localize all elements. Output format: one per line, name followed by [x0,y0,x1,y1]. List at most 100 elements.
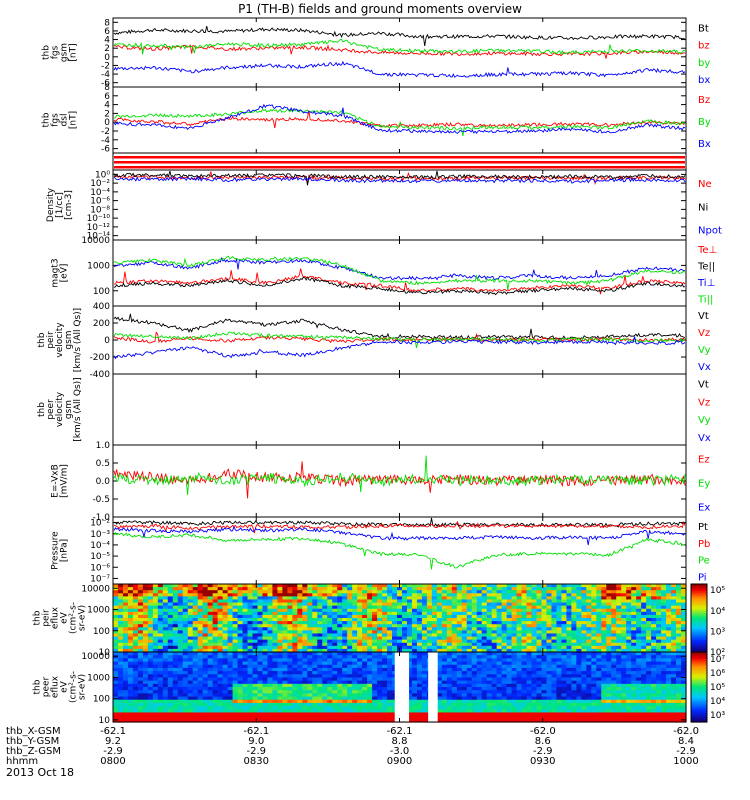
spectrogram-cell [307,611,313,616]
spectrogram-cell [177,658,184,663]
spectrogram-cell [227,605,234,610]
spectrogram-cell [387,605,393,610]
spectrogram-cell [312,639,318,644]
spectrogram-cell [491,693,498,698]
spectrogram-cell [601,614,607,619]
spectrogram-cell [302,596,308,601]
spectrogram-cell [382,590,388,594]
spectrogram-cell [167,674,174,679]
spectrogram-cell [113,693,119,698]
spectrogram-cell [122,693,129,698]
spectrogram-cell [651,584,657,588]
spectrogram-cell [347,648,353,653]
spectrogram-cell [421,671,428,675]
spectrogram-cell [421,683,428,688]
spectrogram-cell [501,667,508,672]
spectrogram-cell [546,593,553,597]
spectrogram-cell [202,667,209,672]
spectrogram-cell [546,687,553,691]
spectrogram-cell [446,658,453,663]
spectrogram-cell [167,608,174,613]
spectrogram-cell [217,712,224,717]
spectrogram-cell [152,587,159,591]
spectrogram-cell [591,587,597,591]
spectrogram-cell [257,618,264,622]
spectrogram-cell [601,648,607,653]
spectrogram-cell [232,614,239,619]
spectrogram-cell [312,661,318,666]
spectrogram-cell [267,693,274,698]
spectrogram-cell [531,621,538,625]
spectrogram-cell [471,661,478,666]
spectrogram-cell [292,655,298,659]
colorbar-cell [691,612,707,616]
spectrogram-cell [292,709,298,714]
spectrogram-cell [182,706,189,710]
spectrogram-cell [252,699,259,704]
spectrogram-cell [202,674,209,679]
spectrogram-cell [187,639,194,644]
spectrogram-cell [486,699,493,704]
ytick-label: 1.0 [96,441,111,451]
spectrogram-cell [551,680,558,685]
spectrogram-cell [287,680,293,685]
spectrogram-cell [551,658,558,663]
spectrogram-cell [177,584,184,588]
spectrogram-cell [127,636,134,641]
spectrogram-cell [681,590,687,594]
ytick-label: 6 [104,27,110,37]
spectrogram-cell [237,627,244,631]
spectrogram-cell [332,658,338,663]
spectrogram-cell [292,596,298,601]
spectrogram-cell [302,709,308,714]
spectrogram-cell [113,661,119,666]
spectrogram-cell [591,627,597,631]
spectrogram-cell [222,687,229,691]
spectrogram-cell [297,648,303,653]
spectrogram-cell [147,602,154,607]
spectrogram-cell [382,648,388,653]
spectrogram-cell [561,593,568,597]
spectrogram-cell [641,627,647,631]
spectrogram-cell [347,627,353,631]
spectrogram-cell [317,696,323,701]
spectrogram-cell [372,648,378,653]
ylabel-efield: [mV/m] [60,464,70,498]
spectrogram-cell [506,636,513,641]
spectrogram-cell [307,687,313,691]
spectrogram-cell [486,709,493,714]
spectrogram-cell [192,627,199,631]
spectrogram-cell [177,621,184,625]
spectrogram-cell [217,599,224,604]
spectrogram-cell [162,639,169,644]
spectrogram-cell [566,683,572,688]
spectrogram-cell [187,715,194,720]
spectrogram-cell [287,655,293,659]
spectrogram-cell [242,590,249,594]
spectrogram-cell [661,596,667,601]
spectrogram-cell [197,652,204,656]
spectrogram-cell [606,630,612,635]
spectrogram-cell [122,687,129,691]
spectrogram-cell [411,633,418,638]
colorbar-cell [691,645,707,648]
spectrogram-cell [337,718,343,723]
spectrogram-cell [192,636,199,641]
spectrogram-cell [292,671,298,675]
spectrogram-cell [362,599,368,604]
spectrogram-cell [611,639,617,644]
spectrogram-cell [571,664,577,669]
spectrogram-cell [681,621,687,625]
spectrogram-cell [113,611,119,616]
spectrogram-cell [466,590,473,594]
spectrogram-cell [636,624,642,628]
spectrogram-cell [621,636,627,641]
spectrogram-cell [671,614,677,619]
spectrogram-cell [621,605,627,610]
colorbar-cell [691,599,707,602]
spectrogram-cell [332,624,338,628]
spectrogram-cell [596,627,602,631]
spectrogram-cell [461,627,468,631]
spectrogram-cell [476,642,483,647]
spectrogram-cell [222,671,229,675]
